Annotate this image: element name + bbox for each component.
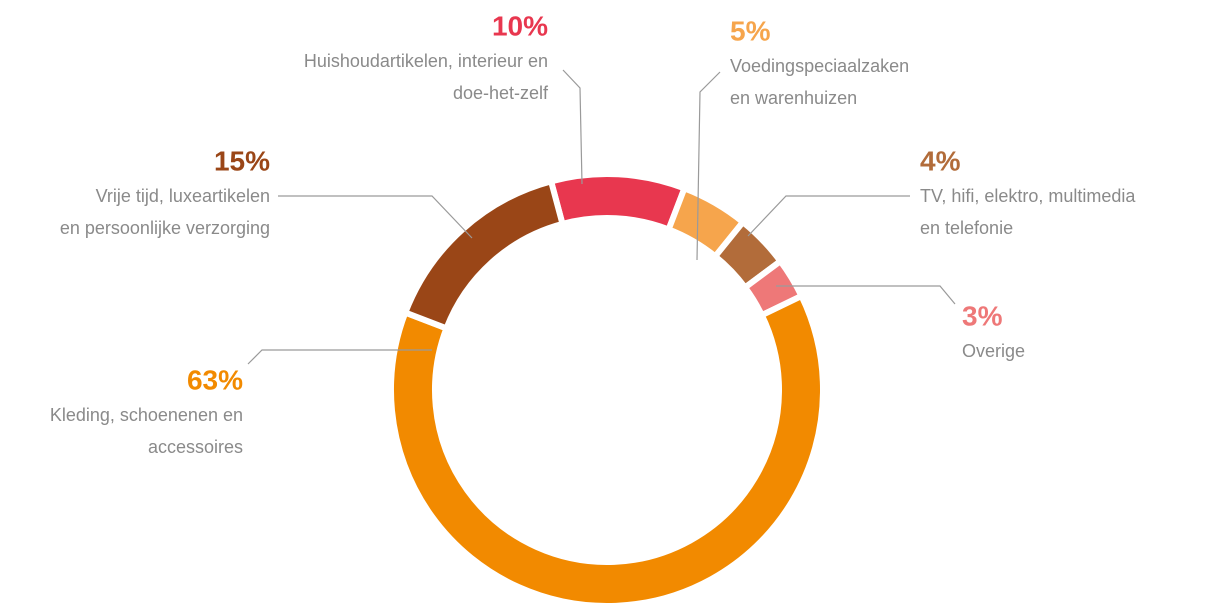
category-label: Vrije tijd, luxeartikelen en persoonlijke…	[60, 186, 270, 238]
value-label: 63%	[187, 364, 243, 395]
category-label: Overige	[962, 341, 1025, 361]
label-line: TV, hifi, elektro, multimedia	[920, 186, 1136, 206]
donut-segment	[388, 291, 826, 606]
category-label: Huishoudartikelen, interieur en doe-het-z…	[304, 51, 549, 103]
donut-segment	[401, 177, 567, 333]
value-label: 3%	[962, 300, 1003, 331]
category-label: Kleding, schoenenen en accessoires	[50, 405, 243, 457]
value-label: 4%	[920, 145, 961, 176]
category-label: TV, hifi, elektro, multimedia en telefoni…	[920, 186, 1136, 238]
donut-segment	[547, 171, 689, 234]
label-line: en warenhuizen	[730, 88, 857, 108]
label-line: Overige	[962, 341, 1025, 361]
label-line: Huishoudartikelen, interieur en	[304, 51, 548, 71]
label-line: en telefonie	[920, 218, 1013, 238]
value-label: 10%	[492, 10, 548, 41]
leader-line	[696, 71, 721, 261]
value-label: 15%	[214, 145, 270, 176]
label-line: accessoires	[148, 437, 243, 457]
label-line: Voedingspeciaalzaken	[730, 56, 909, 76]
label-line: Vrije tijd, luxeartikelen	[96, 186, 270, 206]
leader-line	[278, 195, 473, 239]
label-line: doe-het-zelf	[453, 83, 549, 103]
label-line: Kleding, schoenenen en	[50, 405, 243, 425]
label-line: en persoonlijke verzorging	[60, 218, 270, 238]
leader-line	[562, 69, 583, 185]
leader-line	[247, 349, 432, 365]
leader-line	[776, 285, 956, 305]
category-label: Voedingspeciaalzaken en warenhuizen	[730, 56, 909, 108]
value-label: 5%	[730, 15, 771, 46]
leader-line	[747, 195, 910, 237]
